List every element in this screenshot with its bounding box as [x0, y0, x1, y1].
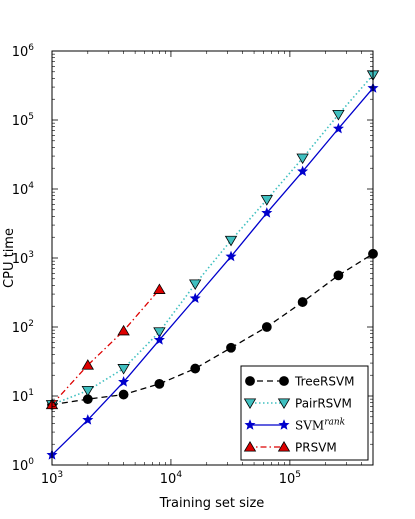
series-line-pairrsvm — [51, 74, 374, 406]
series-line-prsvm — [51, 289, 160, 406]
legend-marker-treersvm — [279, 376, 289, 386]
x-axis-label: Training set size — [159, 496, 265, 511]
legend-marker-pairrsvm — [243, 398, 257, 410]
legend-marker-prsvm — [243, 440, 257, 452]
legend-label-prsvm: PRSVM — [295, 441, 337, 455]
data-point-prsvm — [153, 283, 166, 294]
y-tick-label: 105 — [12, 112, 34, 129]
data-point-treersvm — [297, 297, 308, 307]
data-point-pairrsvm — [153, 327, 166, 338]
legend-marker-svm-rank — [278, 419, 290, 430]
y-axis-label: CPU time — [2, 228, 17, 288]
data-point-treersvm — [226, 342, 236, 353]
data-point-pairrsvm — [189, 279, 202, 291]
legend-marker-treersvm — [245, 376, 255, 386]
data-point-pairrsvm — [260, 195, 274, 206]
data-point-svm-rank — [225, 250, 237, 262]
ticks-layer: 103 104 105 100 101 102 103 104 105 106 — [12, 43, 373, 487]
x-tick-label: 105 — [279, 470, 301, 487]
series-line-svm-rank — [51, 87, 374, 456]
data-point-pairrsvm — [224, 235, 238, 247]
series-pairrsvm — [45, 70, 380, 411]
legend-label-svm-rank: SVMrank — [295, 418, 345, 433]
data-point-treersvm — [154, 378, 165, 389]
x-tick-label: 104 — [160, 470, 183, 487]
y-tick-label: 100 — [12, 457, 35, 474]
data-point-treersvm — [333, 270, 344, 281]
legend-marker-svm-rank — [244, 419, 256, 430]
y-tick-label: 104 — [12, 181, 35, 198]
legend-label-pairrsvm: PairRSVM — [295, 397, 352, 411]
series-treersvm — [47, 248, 378, 410]
legend-marker-pairrsvm — [277, 398, 291, 410]
legend: TreeRSVM PairRSVM SVMrank PRSVM — [240, 365, 369, 461]
data-point-svm-rank — [189, 292, 201, 304]
legend-label-treersvm: TreeRSVM — [294, 375, 355, 389]
legend-box — [240, 365, 369, 461]
x-tick-label: 103 — [41, 470, 63, 487]
data-point-pairrsvm — [117, 364, 130, 375]
data-point-svm-rank — [297, 165, 309, 177]
data-point-svm-rank — [261, 207, 273, 218]
data-point-prsvm — [117, 324, 130, 336]
data-point-svm-rank — [332, 122, 344, 134]
data-point-svm-rank — [82, 414, 94, 425]
y-tick-label: 102 — [12, 319, 34, 336]
data-point-treersvm — [261, 322, 272, 332]
data-point-treersvm — [118, 389, 129, 400]
series-layer — [45, 70, 380, 460]
y-tick-label: 101 — [12, 388, 34, 405]
data-point-pairrsvm — [296, 153, 309, 165]
y-tick-label: 103 — [12, 250, 34, 267]
data-point-treersvm — [190, 363, 201, 374]
data-point-pairrsvm — [332, 110, 345, 121]
legend-marker-prsvm — [277, 440, 291, 452]
series-prsvm — [45, 283, 166, 410]
series-line-treersvm — [51, 253, 374, 406]
y-tick-label: 106 — [12, 43, 35, 60]
data-point-svm-rank — [153, 334, 165, 345]
data-point-svm-rank — [118, 376, 130, 387]
data-point-prsvm — [81, 359, 95, 370]
data-point-pairrsvm — [81, 386, 95, 397]
